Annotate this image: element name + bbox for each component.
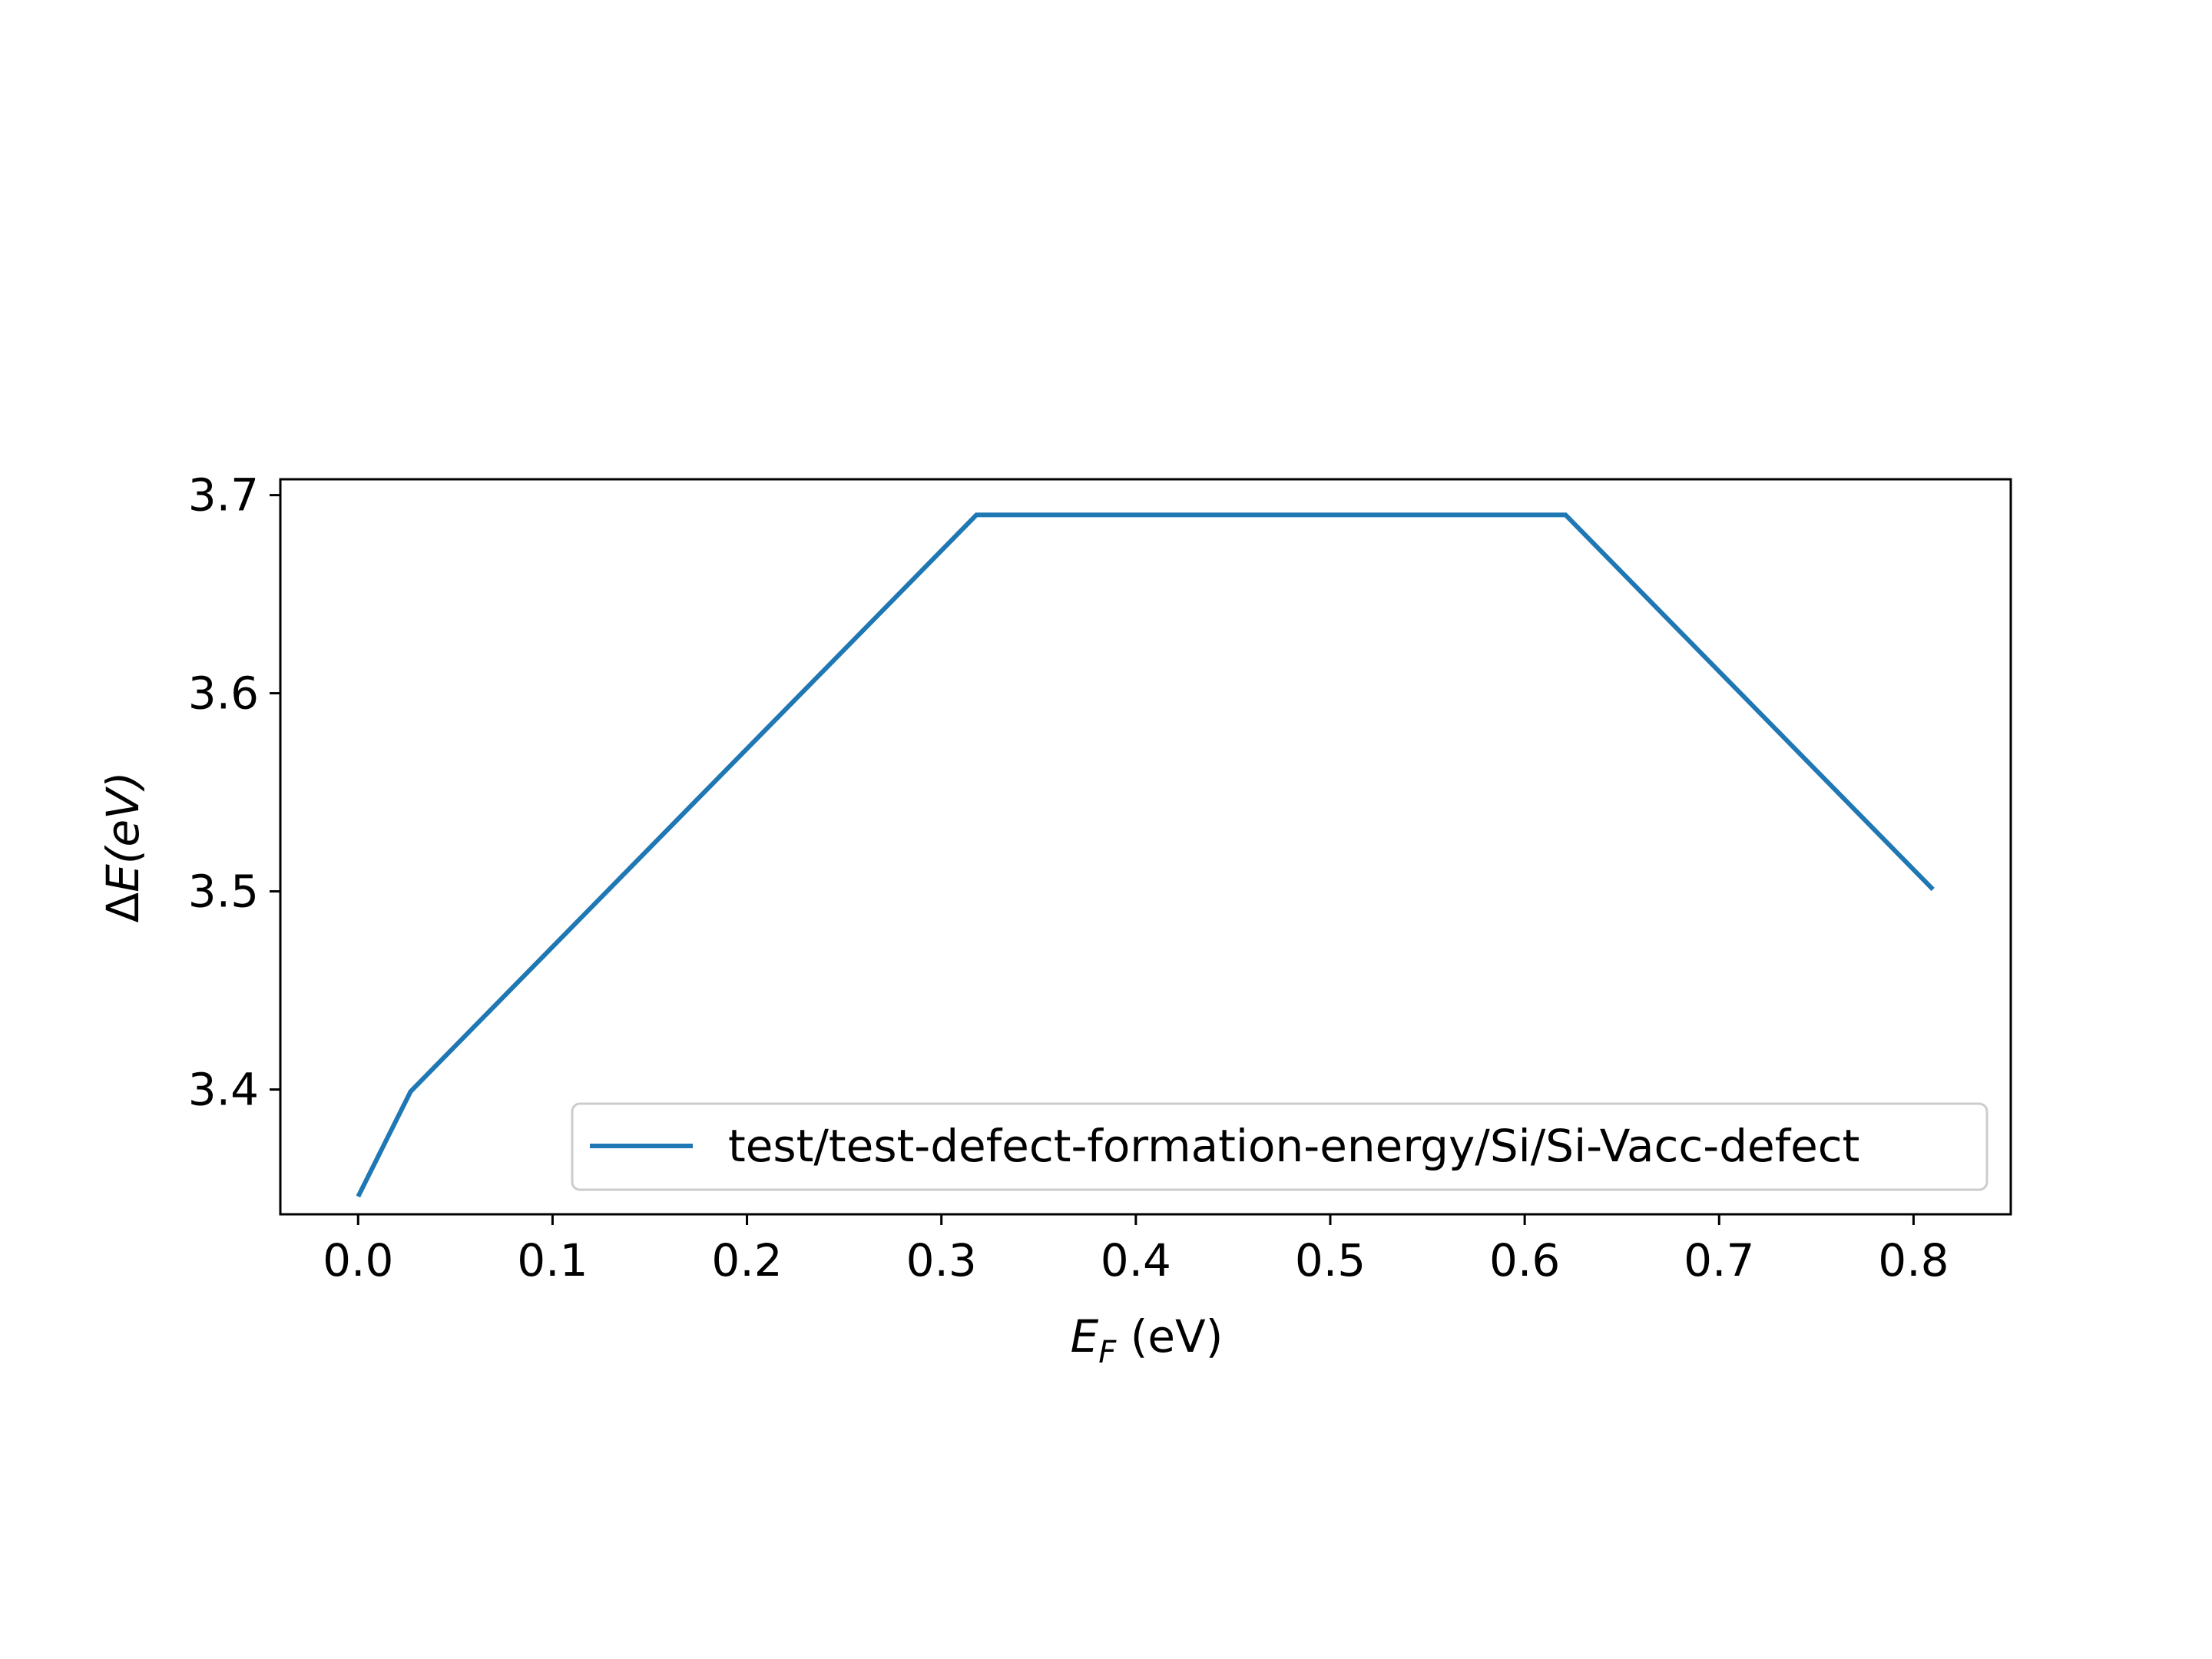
y-tick-label: 3.4 xyxy=(188,1063,259,1115)
x-axis-label-symbol: E xyxy=(1071,1310,1099,1363)
x-tick-label: 0.1 xyxy=(517,1234,588,1286)
y-tick-label: 3.5 xyxy=(188,866,259,918)
series-line-0 xyxy=(356,512,1935,1198)
y-axis-label-symbol: E xyxy=(97,864,149,892)
y-axis-ticks: 3.4 3.5 3.6 3.7 xyxy=(188,469,280,1115)
axes-frame xyxy=(279,478,2012,1216)
x-tick-label: 0.0 xyxy=(323,1234,393,1286)
x-tick-label: 0.3 xyxy=(906,1234,977,1286)
legend-label: test/test-defect-formation-energy/Si/Si-… xyxy=(728,1120,1859,1172)
y-axis-label-prefix: Δ xyxy=(97,892,149,922)
x-tick-label: 0.2 xyxy=(711,1234,782,1286)
x-axis-label-unit: (eV) xyxy=(1116,1310,1223,1363)
x-tick-label: 0.8 xyxy=(1878,1234,1949,1286)
y-tick-label: 3.7 xyxy=(188,469,259,522)
legend-box xyxy=(571,1102,1988,1191)
y-axis-label-unit: (eV) xyxy=(97,772,149,865)
series-layer xyxy=(356,512,1935,1198)
x-tick-label: 0.4 xyxy=(1101,1234,1171,1286)
x-tick-label: 0.7 xyxy=(1684,1234,1754,1286)
legend: test/test-defect-formation-energy/Si/Si-… xyxy=(571,1102,1988,1191)
x-axis-label: EF (eV) xyxy=(1071,1310,1224,1370)
y-tick-label: 3.6 xyxy=(188,667,259,720)
x-axis-ticks: 0.0 0.1 0.2 0.3 0.4 0.5 0.6 0.7 0.8 xyxy=(323,1214,1949,1286)
y-axis-label: ΔE(eV) xyxy=(97,772,149,923)
x-tick-label: 0.6 xyxy=(1489,1234,1560,1286)
x-axis-label-subscript: F xyxy=(1098,1335,1117,1370)
x-tick-label: 0.5 xyxy=(1295,1234,1366,1286)
